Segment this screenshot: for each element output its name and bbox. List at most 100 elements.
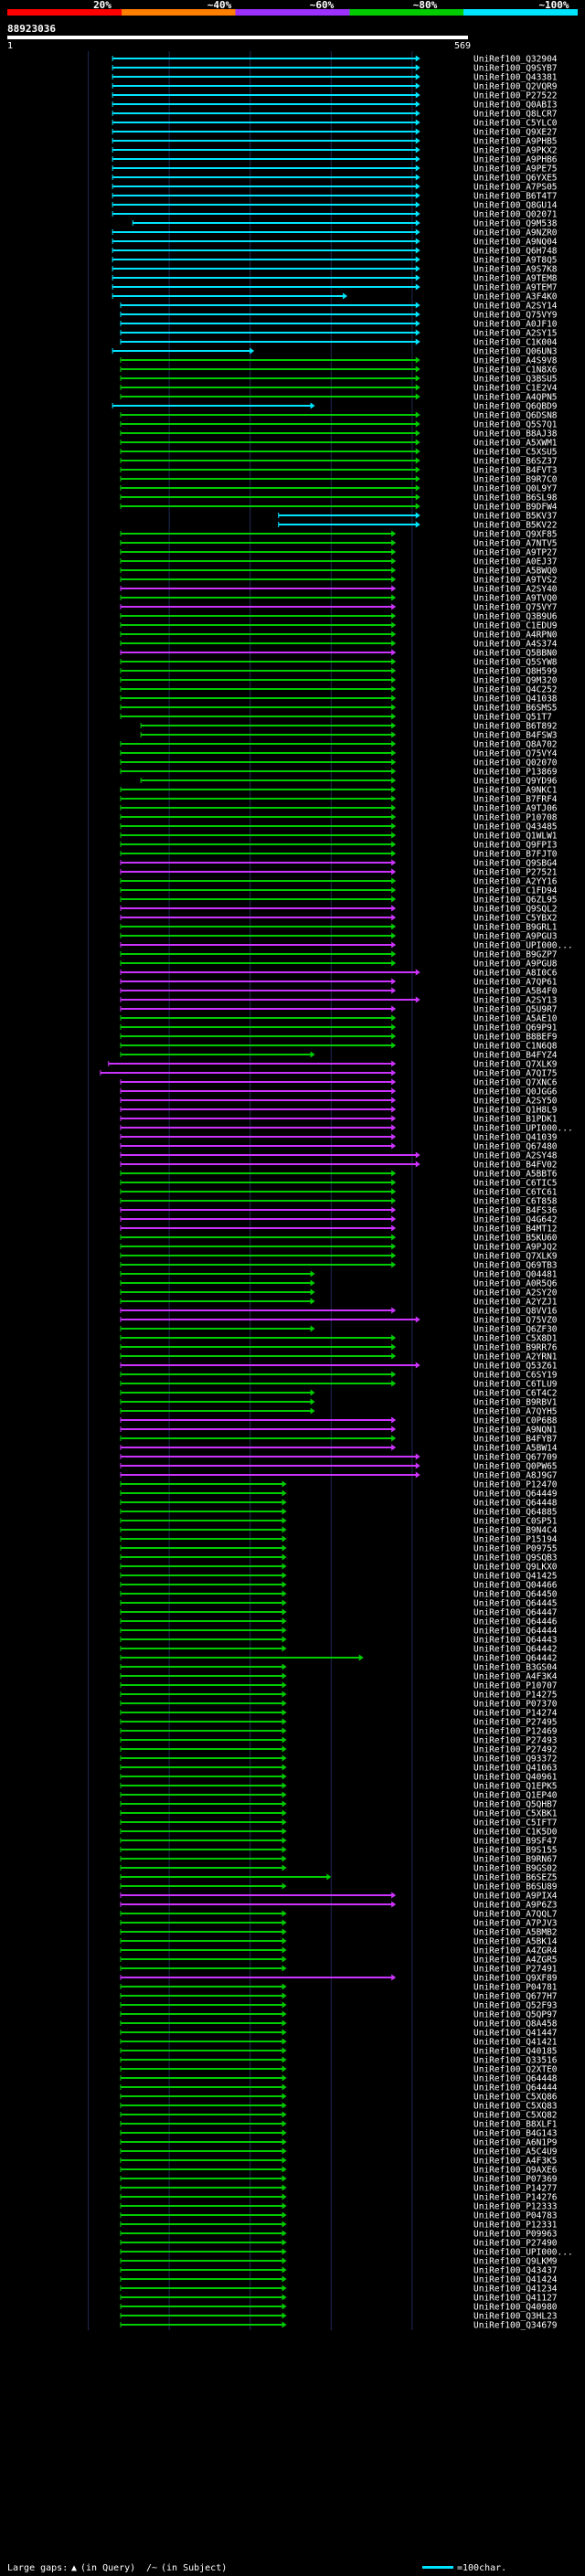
hit-label[interactable]: UniRef100_A3F4K0 [473, 292, 558, 302]
hit-label[interactable]: UniRef100_Q41127 [473, 2294, 558, 2304]
hit-label[interactable]: UniRef100_P27522 [473, 91, 558, 101]
hit-label[interactable]: UniRef100_Q64447 [473, 1608, 558, 1618]
hit-label[interactable]: UniRef100_A9TJ06 [473, 804, 558, 814]
hit-label[interactable]: UniRef100_B7FJT0 [473, 850, 558, 860]
hit-label[interactable]: UniRef100_Q53Z61 [473, 1362, 558, 1372]
hit-label[interactable]: UniRef100_C6SY19 [473, 1371, 558, 1381]
hit-label[interactable]: UniRef100_Q34679 [473, 2321, 558, 2331]
hit-label[interactable]: UniRef100_A9NQ04 [473, 238, 558, 248]
hit-label[interactable]: UniRef100_A5BMB2 [473, 1928, 558, 1938]
hit-label[interactable]: UniRef100_Q3BSU5 [473, 375, 558, 385]
hit-label[interactable]: UniRef100_P13869 [473, 768, 558, 778]
hit-label[interactable]: UniRef100_C6T4C2 [473, 1389, 558, 1399]
hit-label[interactable]: UniRef100_UPI000... [473, 2248, 573, 2258]
hit-label[interactable]: UniRef100_Q52F93 [473, 2001, 558, 2011]
hit-label[interactable]: UniRef100_A2SY14 [473, 302, 558, 312]
hit-label[interactable]: UniRef100_A2SY40 [473, 585, 558, 595]
hit-label[interactable]: UniRef100_Q9AXE6 [473, 2166, 558, 2176]
hit-label[interactable]: UniRef100_Q6QBD9 [473, 402, 558, 412]
hit-label[interactable]: UniRef100_B5KU60 [473, 1234, 558, 1244]
hit-label[interactable]: UniRef100_Q64443 [473, 1636, 558, 1646]
hit-label[interactable]: UniRef100_Q51T7 [473, 713, 552, 723]
hit-label[interactable]: UniRef100_A7QQL7 [473, 1910, 558, 1920]
hit-label[interactable]: UniRef100_Q6ZF30 [473, 1325, 558, 1335]
hit-label[interactable]: UniRef100_A5BW14 [473, 1444, 558, 1454]
hit-label[interactable]: UniRef100_A9T8Q5 [473, 256, 558, 266]
hit-label[interactable]: UniRef100_Q8GU14 [473, 201, 558, 211]
hit-label[interactable]: UniRef100_B1PDK1 [473, 1115, 558, 1125]
hit-label[interactable]: UniRef100_B4FS36 [473, 1206, 558, 1216]
hit-label[interactable]: UniRef100_A0JF10 [473, 320, 558, 330]
hit-label[interactable]: UniRef100_Q0JGG6 [473, 1087, 558, 1097]
hit-label[interactable]: UniRef100_B6T892 [473, 722, 558, 732]
hit-label[interactable]: UniRef100_A9PGU3 [473, 932, 558, 942]
hit-label[interactable]: UniRef100_Q64445 [473, 1599, 558, 1609]
hit-label[interactable]: UniRef100_Q41038 [473, 694, 558, 705]
hit-label[interactable]: UniRef100_P07370 [473, 1700, 558, 1710]
hit-label[interactable]: UniRef100_C5XQ86 [473, 2093, 558, 2103]
hit-label[interactable]: UniRef100_B4G143 [473, 2129, 558, 2139]
hit-label[interactable]: UniRef100_P09963 [473, 2230, 558, 2240]
hit-label[interactable]: UniRef100_A2SY15 [473, 329, 558, 339]
hit-label[interactable]: UniRef100_P10708 [473, 813, 558, 823]
hit-label[interactable]: UniRef100_A4S9V8 [473, 356, 558, 366]
hit-label[interactable]: UniRef100_Q1EPK5 [473, 1782, 558, 1792]
hit-label[interactable]: UniRef100_A6N1P9 [473, 2138, 558, 2148]
hit-label[interactable]: UniRef100_Q32904 [473, 55, 558, 65]
hit-label[interactable]: UniRef100_A9PHB6 [473, 155, 558, 165]
hit-label[interactable]: UniRef100_Q06UN3 [473, 347, 558, 357]
hit-label[interactable]: UniRef100_B8AJ38 [473, 429, 558, 440]
hit-label[interactable]: UniRef100_P15194 [473, 1535, 558, 1545]
hit-label[interactable]: UniRef100_Q41039 [473, 1133, 558, 1143]
hit-label[interactable]: UniRef100_P12333 [473, 2202, 558, 2212]
hit-label[interactable]: UniRef100_Q64885 [473, 1508, 558, 1518]
hit-label[interactable]: UniRef100_Q93372 [473, 1754, 558, 1765]
hit-label[interactable]: UniRef100_Q5QHB7 [473, 1800, 558, 1810]
hit-label[interactable]: UniRef100_Q75VY9 [473, 311, 558, 321]
hit-label[interactable]: UniRef100_Q1WLW1 [473, 832, 558, 842]
hit-label[interactable]: UniRef100_Q64442 [473, 1654, 558, 1664]
hit-label[interactable]: UniRef100_B6SMS5 [473, 704, 558, 714]
hit-label[interactable]: UniRef100_Q9SQL2 [473, 905, 558, 915]
hit-label[interactable]: UniRef100_A2YRN1 [473, 1352, 558, 1362]
hit-label[interactable]: UniRef100_A0EJ37 [473, 557, 558, 567]
hit-label[interactable]: UniRef100_Q75VY4 [473, 749, 558, 759]
hit-label[interactable]: UniRef100_P12470 [473, 1480, 558, 1490]
hit-label[interactable]: UniRef100_Q8H599 [473, 667, 558, 677]
hit-label[interactable]: UniRef100_A4QPN5 [473, 393, 558, 403]
hit-label[interactable]: UniRef100_A7NTV5 [473, 539, 558, 549]
hit-label[interactable]: UniRef100_Q9XE27 [473, 128, 558, 138]
hit-label[interactable]: UniRef100_Q9FPI3 [473, 841, 558, 851]
hit-label[interactable]: UniRef100_A4F3K5 [473, 2157, 558, 2167]
hit-label[interactable]: UniRef100_Q40185 [473, 2047, 558, 2057]
hit-label[interactable]: UniRef100_A9TEM7 [473, 283, 558, 293]
hit-label[interactable]: UniRef100_Q75VY7 [473, 603, 558, 613]
hit-label[interactable]: UniRef100_C1N6Q8 [473, 1042, 558, 1052]
hit-label[interactable]: UniRef100_Q04466 [473, 1581, 558, 1591]
hit-label[interactable]: UniRef100_B9RBV1 [473, 1398, 558, 1408]
hit-label[interactable]: UniRef100_A2YZJ1 [473, 1298, 558, 1308]
hit-label[interactable]: UniRef100_Q3B9U6 [473, 612, 558, 622]
hit-label[interactable]: UniRef100_B3GS04 [473, 1663, 558, 1673]
hit-label[interactable]: UniRef100_P14276 [473, 2193, 558, 2203]
hit-label[interactable]: UniRef100_A5BK14 [473, 1937, 558, 1947]
hit-label[interactable]: UniRef100_B9SF47 [473, 1837, 558, 1847]
hit-label[interactable]: UniRef100_B6SZ37 [473, 457, 558, 467]
hit-label[interactable]: UniRef100_A2SY48 [473, 1151, 558, 1161]
hit-label[interactable]: UniRef100_A9TEM8 [473, 274, 558, 284]
hit-label[interactable]: UniRef100_B6SEZ5 [473, 1873, 558, 1883]
hit-label[interactable]: UniRef100_Q64442 [473, 1645, 558, 1655]
hit-label[interactable]: UniRef100_B4FV02 [473, 1161, 558, 1171]
hit-label[interactable]: UniRef100_B4FYB7 [473, 1435, 558, 1445]
hit-label[interactable]: UniRef100_P14277 [473, 2184, 558, 2194]
hit-label[interactable]: UniRef100_B4FVT3 [473, 466, 558, 476]
hit-label[interactable]: UniRef100_Q41447 [473, 2029, 558, 2039]
hit-label[interactable]: UniRef100_A2YY16 [473, 877, 558, 887]
hit-label[interactable]: UniRef100_A9NQN1 [473, 1426, 558, 1436]
hit-label[interactable]: UniRef100_Q9M320 [473, 676, 558, 686]
hit-label[interactable]: UniRef100_P27492 [473, 1745, 558, 1755]
hit-label[interactable]: UniRef100_Q1H8L9 [473, 1106, 558, 1116]
hit-label[interactable]: UniRef100_A4RPN0 [473, 631, 558, 641]
hit-label[interactable]: UniRef100_A4ZGR5 [473, 1956, 558, 1966]
hit-label[interactable]: UniRef100_A9TP27 [473, 548, 558, 558]
